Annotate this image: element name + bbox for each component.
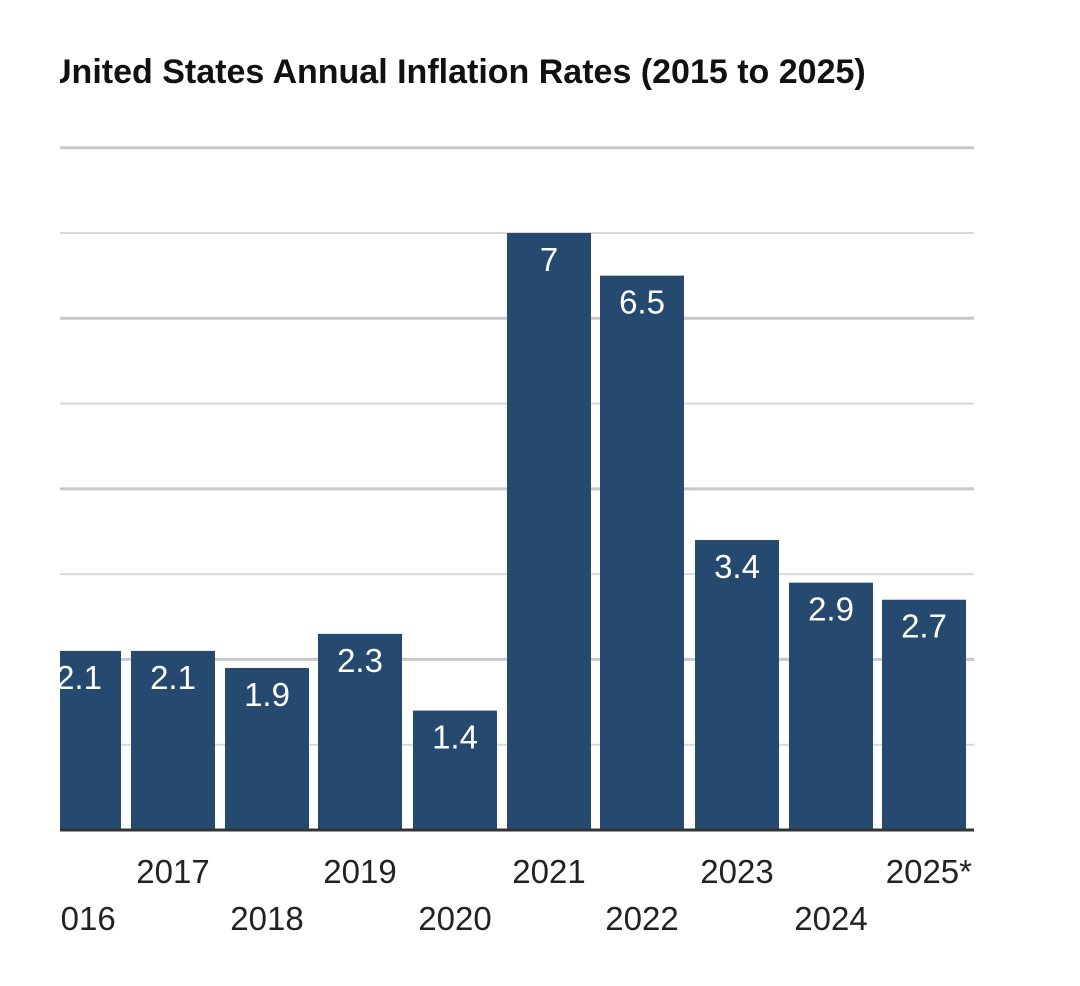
bar-value-label: 6.5 [619,284,665,321]
bar-value-label: 1.9 [244,676,290,713]
x-tick-label: 2024 [794,900,867,937]
bar-value-label: 2.1 [56,659,102,696]
bar-2018 [225,667,309,830]
bar-value-label: 7 [540,241,558,278]
bar-2016 [60,650,121,830]
bar-value-label: 1.4 [432,719,478,756]
x-tick-label: 2018 [230,900,303,937]
bars [60,233,966,831]
bar-value-label: 2.3 [337,642,383,679]
x-tick-labels: 2016 2017 2018 2019 2020 2021 2022 2023 2024 2025… [42,853,972,937]
x-tick-label: 2022 [605,900,678,937]
bar-2019 [318,633,402,830]
bar-2017 [131,650,215,830]
bar-value-label: 2.9 [808,591,854,628]
x-tick-label: 2016 [42,900,115,937]
bar-value-label: 3.4 [714,548,760,585]
x-tick-label: 2021 [512,853,585,890]
bar-2024 [789,582,873,830]
x-tick-label: 2020 [418,900,491,937]
bar-2022 [600,275,684,831]
bar-2023 [695,540,779,830]
bar-value-label: 2.1 [150,659,196,696]
x-tick-label: 2023 [700,853,773,890]
bar-labels: 2.1 2.1 1.9 2.3 1.4 7 6.5 3.4 2.9 2.7 [56,241,947,756]
chart-title: United States Annual Inflation Rates (20… [60,48,1060,96]
chart-title-text: United States Annual Inflation Rates (20… [60,53,866,91]
bar-2021 [507,233,591,830]
bar-2025 [882,599,966,830]
bar-2020 [413,710,497,830]
x-tick-label: 2017 [136,853,209,890]
x-tick-label: 2025* [886,853,972,890]
x-tick-label: 2019 [323,853,396,890]
bar-value-label: 2.7 [901,608,947,645]
